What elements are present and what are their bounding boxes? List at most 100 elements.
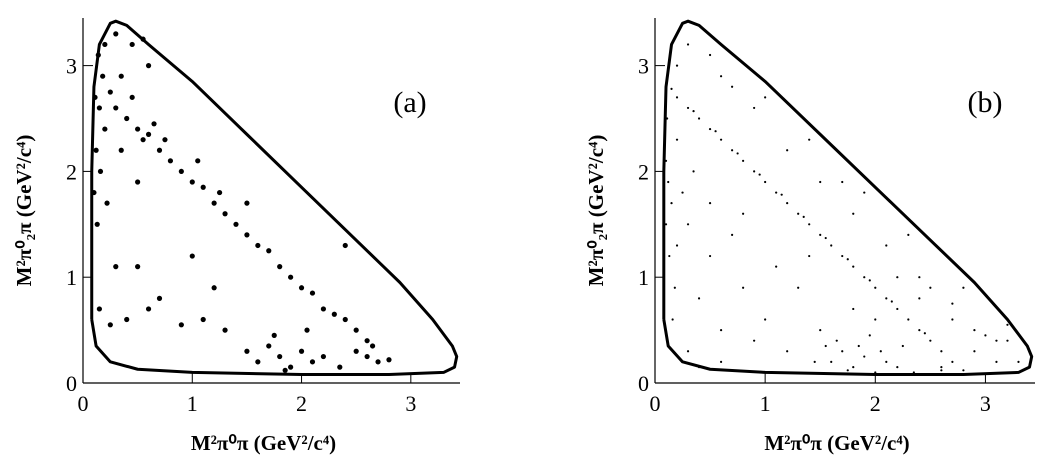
- point: [211, 285, 217, 291]
- point: [929, 339, 932, 342]
- point: [364, 338, 370, 344]
- point: [984, 334, 987, 337]
- point: [100, 73, 106, 79]
- point: [118, 73, 124, 79]
- x-tick-label: 0: [650, 391, 661, 416]
- point: [107, 322, 113, 328]
- point: [719, 75, 723, 78]
- point: [758, 173, 761, 176]
- point: [353, 348, 359, 354]
- point: [940, 350, 943, 353]
- point: [835, 339, 838, 342]
- x-tick-label: 3: [980, 391, 991, 416]
- point: [923, 332, 926, 335]
- point: [686, 223, 690, 226]
- point: [135, 179, 141, 185]
- point: [156, 295, 163, 301]
- point: [874, 286, 877, 289]
- y-axis-label: M²π⁰₂π (GeV²/c⁴): [584, 135, 608, 287]
- point: [675, 96, 679, 99]
- point: [309, 290, 316, 296]
- point: [885, 297, 888, 300]
- point: [118, 147, 124, 153]
- point: [282, 367, 288, 373]
- x-tick-label: 0: [78, 391, 89, 416]
- point: [195, 158, 201, 164]
- point: [731, 149, 734, 152]
- point: [819, 329, 822, 332]
- point: [797, 212, 800, 215]
- point: [320, 306, 327, 312]
- point: [841, 350, 844, 353]
- point: [681, 191, 684, 194]
- point: [708, 127, 712, 131]
- point: [995, 360, 998, 363]
- point: [841, 180, 844, 184]
- point: [135, 126, 141, 132]
- point: [244, 348, 250, 354]
- point: [686, 106, 690, 110]
- point: [719, 360, 723, 363]
- point: [736, 152, 739, 155]
- point: [852, 265, 855, 268]
- point: [863, 191, 866, 194]
- point: [819, 180, 822, 184]
- point: [775, 265, 778, 268]
- point: [962, 369, 965, 372]
- y-axis-label: M²π⁰₂π (GeV²/c⁴): [12, 135, 36, 287]
- y-tick-label: 0: [66, 371, 77, 396]
- point: [96, 306, 102, 312]
- x-axis-label: M²π⁰π (GeV²/c⁴): [191, 431, 336, 455]
- point: [868, 279, 871, 282]
- point: [731, 233, 734, 236]
- point: [277, 264, 283, 270]
- point: [342, 242, 348, 249]
- point: [797, 286, 800, 289]
- point: [353, 327, 359, 333]
- y-tick-label: 1: [66, 265, 77, 290]
- point: [375, 359, 381, 365]
- point: [885, 360, 888, 363]
- point: [973, 350, 976, 353]
- point: [802, 215, 805, 218]
- point: [189, 179, 195, 185]
- point: [266, 343, 272, 349]
- x-tick-label: 2: [870, 391, 881, 416]
- point: [342, 316, 348, 323]
- point: [808, 138, 811, 141]
- point: [320, 353, 327, 360]
- x-tick-label: 1: [187, 391, 198, 416]
- point: [309, 359, 316, 365]
- point: [907, 318, 910, 321]
- point: [731, 85, 734, 88]
- point: [896, 366, 899, 369]
- point: [162, 137, 168, 143]
- point: [808, 223, 811, 226]
- point: [104, 200, 110, 206]
- panel-label: (b): [968, 86, 1003, 119]
- x-tick-label: 2: [296, 391, 307, 416]
- point: [151, 121, 157, 127]
- point: [830, 244, 833, 247]
- point: [156, 147, 163, 153]
- point: [222, 211, 228, 217]
- y-tick-label: 2: [66, 159, 77, 184]
- point: [753, 106, 756, 110]
- point: [929, 286, 932, 289]
- point: [331, 311, 337, 317]
- point: [129, 94, 135, 100]
- point: [255, 359, 261, 365]
- point: [145, 63, 152, 69]
- point: [124, 316, 130, 323]
- point: [857, 344, 860, 348]
- point: [271, 332, 277, 338]
- point: [124, 115, 130, 122]
- point: [852, 366, 855, 369]
- point: [780, 193, 783, 196]
- point: [753, 339, 756, 342]
- panel-label: (a): [393, 86, 426, 119]
- point: [896, 307, 899, 311]
- point: [277, 353, 283, 360]
